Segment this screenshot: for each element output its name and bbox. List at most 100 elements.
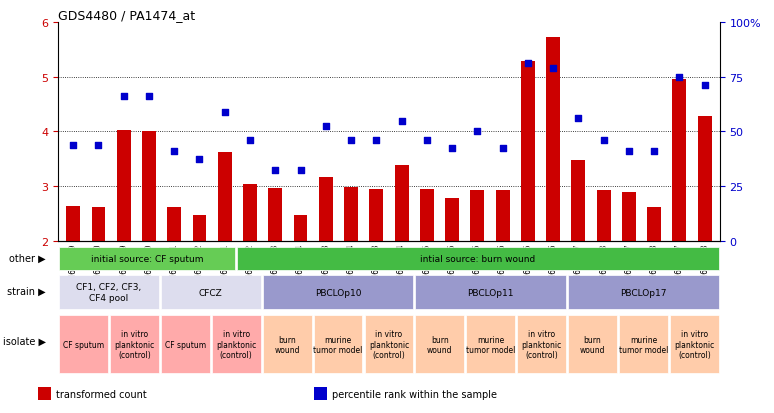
Bar (445, 199, 459, 242)
Text: CF sputum: CF sputum (165, 340, 206, 349)
Text: intial source: burn wound: intial source: burn wound (420, 254, 536, 263)
FancyBboxPatch shape (262, 276, 413, 309)
Bar (344, 188, 358, 242)
FancyBboxPatch shape (517, 316, 566, 373)
Bar (217, 153, 231, 242)
Point (244, 137, 256, 144)
Bar (571, 161, 585, 242)
Point (623, 148, 635, 154)
Point (522, 60, 534, 67)
Text: burn
wound: burn wound (274, 335, 300, 354)
Bar (622, 192, 635, 242)
Text: CF sputum: CF sputum (63, 340, 104, 349)
Bar (521, 62, 535, 242)
Bar (471, 190, 485, 242)
FancyBboxPatch shape (161, 276, 261, 309)
Text: initial source: CF sputum: initial source: CF sputum (91, 254, 204, 263)
Point (572, 115, 584, 122)
Point (420, 137, 433, 144)
Text: burn
wound: burn wound (580, 335, 605, 354)
Bar (269, 188, 283, 242)
FancyBboxPatch shape (416, 276, 566, 309)
FancyBboxPatch shape (59, 316, 108, 373)
Text: murine
tumor model: murine tumor model (618, 335, 668, 354)
Point (598, 137, 610, 144)
Point (648, 148, 660, 154)
Point (471, 129, 484, 135)
Bar (314, 387, 327, 400)
Point (673, 74, 686, 81)
FancyBboxPatch shape (619, 316, 668, 373)
FancyBboxPatch shape (212, 316, 261, 373)
Point (547, 66, 560, 73)
FancyBboxPatch shape (59, 276, 159, 309)
Point (269, 167, 282, 174)
Bar (369, 190, 383, 242)
FancyBboxPatch shape (313, 316, 362, 373)
Bar (193, 215, 207, 242)
Text: isolate ▶: isolate ▶ (3, 336, 46, 346)
Point (396, 118, 408, 125)
FancyBboxPatch shape (238, 247, 719, 271)
Point (345, 137, 358, 144)
FancyBboxPatch shape (110, 316, 159, 373)
FancyBboxPatch shape (365, 316, 413, 373)
FancyBboxPatch shape (262, 316, 312, 373)
Bar (38, 387, 51, 400)
Bar (495, 191, 509, 242)
Text: burn
wound: burn wound (427, 335, 453, 354)
Text: CF1, CF2, CF3,
CF4 pool: CF1, CF2, CF3, CF4 pool (77, 283, 142, 302)
Point (698, 82, 711, 89)
Bar (546, 38, 560, 242)
FancyBboxPatch shape (670, 316, 719, 373)
Text: in vitro
planktonic
(control): in vitro planktonic (control) (368, 330, 409, 359)
FancyBboxPatch shape (416, 316, 464, 373)
Bar (395, 166, 409, 242)
Point (118, 93, 130, 100)
FancyBboxPatch shape (161, 316, 210, 373)
FancyBboxPatch shape (59, 247, 235, 271)
Bar (420, 190, 433, 242)
Point (168, 148, 180, 154)
Text: in vitro
planktonic
(control): in vitro planktonic (control) (216, 330, 256, 359)
Text: GDS4480 / PA1474_at: GDS4480 / PA1474_at (58, 9, 195, 21)
Bar (142, 132, 156, 242)
Point (218, 110, 231, 116)
Text: strain ▶: strain ▶ (8, 286, 46, 296)
Bar (673, 80, 687, 242)
Point (294, 167, 307, 174)
Bar (117, 131, 131, 242)
Point (496, 145, 509, 152)
Text: in vitro
planktonic
(control): in vitro planktonic (control) (674, 330, 714, 359)
Point (194, 156, 206, 163)
Text: percentile rank within the sample: percentile rank within the sample (333, 389, 498, 399)
Text: murine
tumor model: murine tumor model (313, 335, 363, 354)
Point (320, 123, 332, 130)
Bar (91, 207, 105, 242)
Text: transformed count: transformed count (56, 389, 147, 399)
Text: other ▶: other ▶ (9, 253, 46, 263)
Text: in vitro
planktonic
(control): in vitro planktonic (control) (115, 330, 155, 359)
Text: murine
tumor model: murine tumor model (466, 335, 515, 354)
FancyBboxPatch shape (568, 316, 617, 373)
Text: PBCLOp17: PBCLOp17 (620, 288, 666, 297)
Text: CFCZ: CFCZ (199, 288, 223, 297)
Point (92, 142, 104, 149)
Point (446, 145, 458, 152)
FancyBboxPatch shape (568, 276, 719, 309)
Point (370, 137, 382, 144)
Bar (167, 207, 181, 242)
Bar (293, 216, 307, 242)
FancyBboxPatch shape (466, 316, 515, 373)
Bar (647, 208, 661, 242)
Point (142, 93, 155, 100)
Bar (697, 117, 711, 242)
Text: in vitro
planktonic
(control): in vitro planktonic (control) (522, 330, 562, 359)
Point (67, 142, 80, 149)
Text: PBCLOp11: PBCLOp11 (467, 288, 514, 297)
Bar (597, 191, 611, 242)
Bar (67, 206, 80, 242)
Text: PBCLOp10: PBCLOp10 (315, 288, 361, 297)
Bar (319, 178, 333, 242)
Bar (243, 184, 257, 242)
